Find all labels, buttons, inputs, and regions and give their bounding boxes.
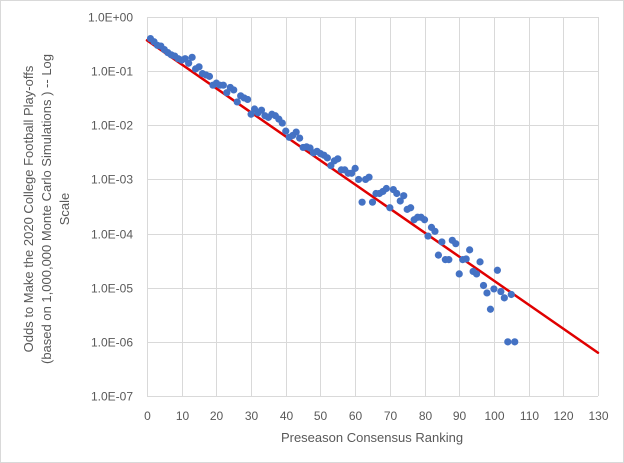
x-tick-label: 120 bbox=[553, 409, 573, 423]
y-tick-label: 1.0E+00 bbox=[88, 11, 133, 25]
data-point bbox=[504, 338, 512, 346]
y-axis-label-line-3: Scale bbox=[57, 193, 72, 226]
data-point bbox=[455, 270, 463, 278]
data-point bbox=[351, 164, 359, 172]
gridlines bbox=[147, 17, 599, 397]
data-point bbox=[386, 204, 394, 212]
data-point bbox=[511, 338, 519, 346]
x-axis-label: Preseason Consensus Ranking bbox=[281, 430, 463, 445]
x-tick-label: 90 bbox=[453, 409, 467, 423]
data-point bbox=[393, 189, 401, 198]
data-point bbox=[223, 89, 231, 97]
data-point bbox=[466, 246, 474, 254]
x-tick-label: 40 bbox=[280, 409, 294, 423]
y-axis-label-line-2: (based on 1,000,000 Monte Carlo Simulati… bbox=[39, 54, 54, 364]
x-tick-label: 100 bbox=[484, 409, 504, 423]
data-point bbox=[479, 281, 488, 290]
data-point bbox=[462, 255, 470, 263]
data-point bbox=[188, 53, 196, 61]
data-point bbox=[233, 98, 241, 106]
x-axis-ticks: 0 10 20 30 40 50 60 70 80 90 100 110 120 130 bbox=[144, 409, 609, 423]
y-tick-label: 1.0E-06 bbox=[91, 336, 133, 350]
data-point bbox=[278, 119, 286, 127]
y-tick-label: 1.0E-01 bbox=[91, 65, 133, 79]
y-tick-label: 1.0E-05 bbox=[91, 282, 133, 296]
data-point bbox=[486, 305, 495, 313]
data-point bbox=[434, 251, 443, 259]
data-point bbox=[490, 285, 498, 293]
y-axis-label-line-1: Odds to Make the 2020 College Football P… bbox=[21, 65, 36, 352]
data-point bbox=[195, 63, 203, 71]
x-tick-label: 50 bbox=[314, 409, 328, 423]
data-point bbox=[296, 134, 304, 142]
data-point bbox=[230, 86, 238, 94]
data-point bbox=[483, 289, 491, 297]
data-point bbox=[257, 106, 266, 114]
data-point bbox=[365, 173, 373, 181]
y-tick-label: 1.0E-03 bbox=[91, 173, 133, 187]
data-point bbox=[472, 270, 481, 278]
x-tick-label: 10 bbox=[176, 409, 190, 423]
data-point bbox=[282, 127, 290, 135]
data-point bbox=[368, 198, 377, 206]
y-tick-label: 1.0E-02 bbox=[91, 119, 133, 133]
trendline bbox=[145, 39, 600, 354]
trendline-layer bbox=[145, 39, 600, 354]
data-point bbox=[334, 155, 342, 163]
data-point bbox=[407, 204, 415, 212]
data-point bbox=[445, 256, 453, 264]
data-point bbox=[292, 128, 300, 136]
data-point bbox=[205, 72, 214, 80]
data-points bbox=[146, 34, 519, 346]
y-tick-label: 1.0E-07 bbox=[91, 390, 133, 404]
data-point bbox=[438, 238, 446, 246]
data-point bbox=[355, 175, 363, 184]
data-point bbox=[476, 258, 484, 266]
data-point bbox=[497, 287, 505, 296]
data-point bbox=[358, 198, 366, 206]
data-point bbox=[431, 227, 439, 235]
x-tick-label: 60 bbox=[349, 409, 363, 423]
data-point bbox=[219, 81, 227, 89]
data-point bbox=[244, 95, 252, 104]
data-point bbox=[424, 232, 432, 240]
y-axis-label: Odds to Make the 2020 College Football P… bbox=[21, 54, 72, 364]
x-tick-label: 110 bbox=[520, 409, 539, 423]
data-point bbox=[500, 294, 508, 302]
x-tick-label: 80 bbox=[419, 409, 433, 423]
x-tick-label: 130 bbox=[588, 409, 608, 423]
data-point bbox=[400, 192, 408, 200]
x-tick-label: 30 bbox=[245, 409, 259, 423]
x-tick-label: 70 bbox=[384, 409, 398, 423]
data-point bbox=[323, 154, 331, 162]
data-point bbox=[247, 110, 255, 118]
data-point bbox=[493, 266, 501, 274]
y-tick-label: 1.0E-04 bbox=[91, 228, 133, 242]
x-tick-label: 0 bbox=[144, 409, 151, 423]
data-point bbox=[420, 216, 429, 224]
y-axis-ticks: 1.0E-07 1.0E-06 1.0E-05 1.0E-04 1.0E-03 1.0E-… bbox=[88, 11, 133, 404]
x-tick-label: 20 bbox=[210, 409, 224, 423]
data-point bbox=[396, 197, 404, 205]
data-point bbox=[185, 59, 193, 67]
data-point bbox=[382, 184, 390, 193]
data-point bbox=[452, 240, 460, 248]
data-point bbox=[507, 290, 515, 299]
